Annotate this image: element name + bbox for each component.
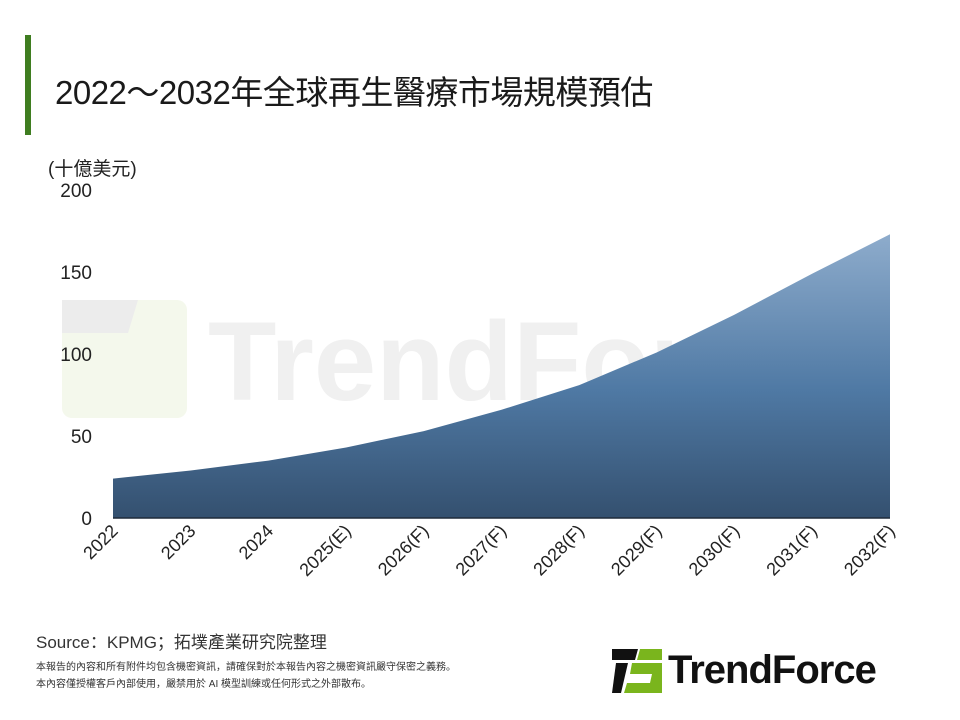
x-tick-label: 2027(F) xyxy=(452,521,511,580)
confidentiality-note-1: 本報告的內容和所有附件均包含機密資訊，請確保對於本報告內容之機密資訊嚴守保密之義… xyxy=(36,662,456,673)
y-tick-label: 200 xyxy=(60,181,92,202)
x-tick-label: 2024 xyxy=(235,521,277,563)
x-tick-label: 2023 xyxy=(157,521,199,563)
source-text: Source：KPMG；拓墣產業研究院整理 xyxy=(36,633,327,652)
x-tick-label: 2029(F) xyxy=(607,521,666,580)
watermark-logo-bar xyxy=(62,300,138,333)
x-tick-label: 2030(F) xyxy=(685,521,744,580)
title-accent-bar xyxy=(25,35,31,135)
y-tick-label: 150 xyxy=(60,263,92,284)
x-tick-label: 2031(F) xyxy=(762,521,821,580)
page-title: 2022～2032年全球再生醫療市場規模預估 xyxy=(55,74,653,111)
confidentiality-note-2: 本內容僅授權客戶內部使用，嚴禁用於 AI 模型訓練或任何形式之外部散布。 xyxy=(36,679,372,690)
x-tick-label: 2032(F) xyxy=(840,521,899,580)
trendforce-logo-icon xyxy=(612,648,662,693)
y-tick-label: 50 xyxy=(71,427,92,448)
y-axis-unit-label: (十億美元) xyxy=(48,159,137,180)
trendforce-logo: TrendForce xyxy=(612,648,877,693)
area-series xyxy=(113,234,890,518)
x-tick-label: 2025(E) xyxy=(295,521,354,580)
x-tick-label: 2026(F) xyxy=(374,521,433,580)
y-tick-label: 100 xyxy=(60,345,92,366)
x-tick-label: 2028(F) xyxy=(529,521,588,580)
y-tick-label: 0 xyxy=(81,509,92,530)
trendforce-logo-text: TrendForce xyxy=(668,648,877,692)
